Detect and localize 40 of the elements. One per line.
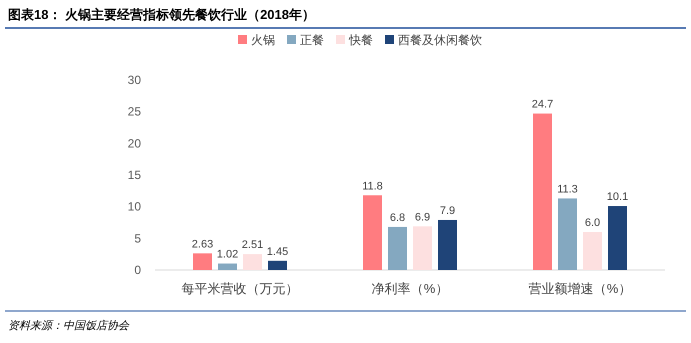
bar xyxy=(533,114,552,270)
bar xyxy=(608,206,627,270)
data-label: 6.9 xyxy=(414,211,430,224)
bar xyxy=(268,260,287,270)
y-tick-label: 15 xyxy=(128,168,142,182)
data-label: 11.3 xyxy=(557,183,578,196)
data-label: 10.1 xyxy=(606,191,628,204)
data-label: 6.8 xyxy=(390,212,406,224)
data-label: 7.9 xyxy=(440,204,456,217)
bar xyxy=(363,195,382,270)
bar xyxy=(388,226,407,270)
data-label: 11.8 xyxy=(362,180,383,192)
y-tick-label: 25 xyxy=(128,104,142,119)
y-tick-label: 0 xyxy=(134,263,142,277)
y-tick-label: 20 xyxy=(128,136,142,150)
x-tick-label: 每平米营收（万元） xyxy=(182,281,298,296)
legend-label: 快餐 xyxy=(348,33,373,47)
data-label: 6.0 xyxy=(584,217,600,229)
bar xyxy=(583,232,602,270)
x-tick-label: 营业额增速（%） xyxy=(528,281,632,296)
y-tick-label: 10 xyxy=(128,200,142,214)
x-tick-label: 净利率（%） xyxy=(372,281,448,296)
y-tick-label: 30 xyxy=(128,73,142,87)
data-label: 24.7 xyxy=(532,98,554,111)
bar xyxy=(413,226,432,270)
bar xyxy=(558,198,577,270)
data-label: 1.45 xyxy=(266,246,288,258)
data-label: 1.02 xyxy=(216,248,238,261)
legend-label: 正餐 xyxy=(300,33,324,47)
data-label: 2.51 xyxy=(242,239,264,252)
legend-label: 西餐及休闲餐饮 xyxy=(398,33,482,47)
legend-label: 火锅 xyxy=(251,33,275,47)
text: 资料来源：中国饭店协会 xyxy=(8,319,130,332)
bar xyxy=(438,220,457,270)
bar xyxy=(243,254,262,270)
chart-title: 图表18： 火锅主要经营指标领先餐饮行业（2018年） xyxy=(8,7,315,22)
bar xyxy=(193,253,212,270)
data-label: 2.63 xyxy=(192,238,214,250)
bar xyxy=(218,264,237,270)
y-tick-label: 5 xyxy=(134,231,142,246)
